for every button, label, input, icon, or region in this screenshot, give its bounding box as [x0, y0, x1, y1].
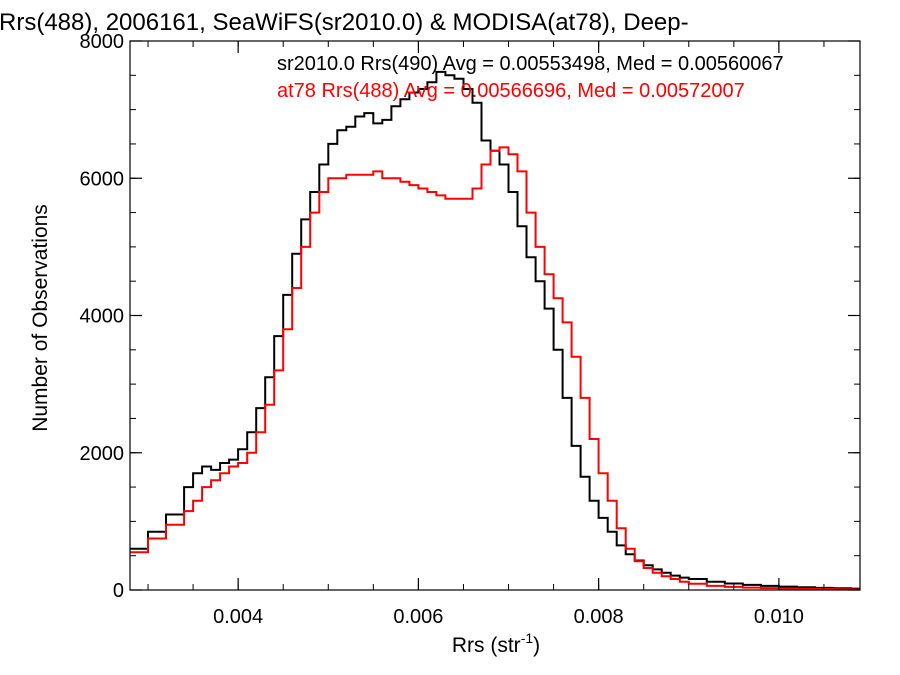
chart-title: Rrs(488), 2006161, SeaWiFS(sr2010.0) & M…	[0, 9, 689, 36]
y-tick: 6000	[80, 168, 860, 190]
x-tick-label: 0.008	[574, 606, 624, 628]
series-1-line	[130, 70, 860, 590]
plot-frame	[129, 40, 861, 591]
legend-entry-series-2: at78 Rrs(488) Avg = 0.00566696, Med = 0.…	[277, 80, 745, 102]
y-tick: 0	[113, 580, 860, 602]
x-tick-label: 0.004	[213, 606, 263, 628]
x-tick: 0.010	[754, 41, 804, 628]
x-tick: 0.004	[213, 41, 263, 628]
x-axis-label-superscript: -1	[521, 630, 534, 646]
y-tick-label: 4000	[80, 306, 125, 328]
y-tick-label: 0	[113, 580, 124, 602]
series-2-line	[130, 146, 860, 590]
y-tick-label: 8000	[80, 31, 125, 53]
y-tick-label: 6000	[80, 168, 125, 190]
x-tick: 0.006	[393, 41, 443, 628]
x-tick-label: 0.010	[754, 606, 804, 628]
y-tick: 4000	[80, 306, 860, 328]
y-tick: 2000	[80, 443, 860, 465]
y-axis-label: Number of Observations	[29, 204, 52, 432]
x-tick-label: 0.006	[393, 606, 443, 628]
x-axis-label: Rrs (str-1)	[452, 630, 540, 657]
legend-entry-series-1: sr2010.0 Rrs(490) Avg = 0.00553498, Med …	[277, 53, 784, 75]
x-axis-label-main: Rrs (str	[452, 634, 521, 657]
y-tick-label: 2000	[80, 443, 125, 465]
x-axis-label-end: )	[533, 634, 540, 657]
